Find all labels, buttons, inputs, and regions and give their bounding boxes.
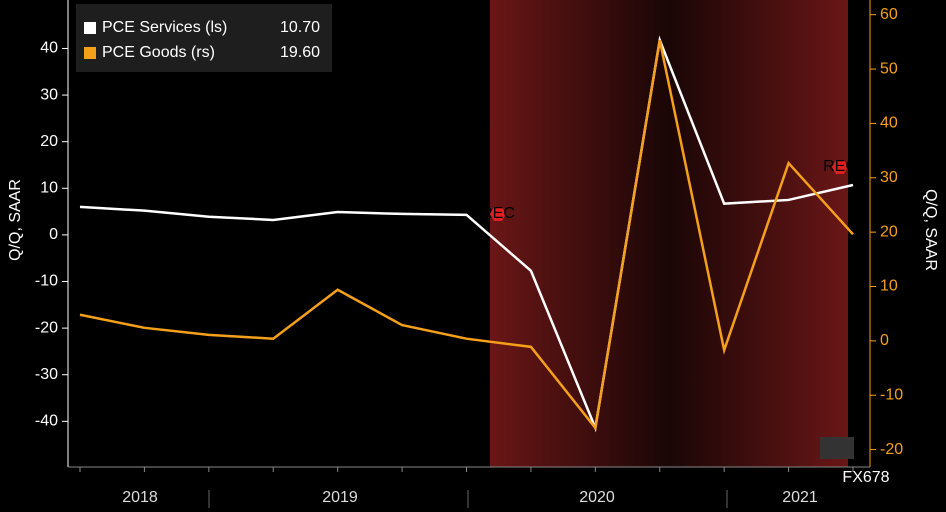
series-line — [79, 35, 854, 433]
y-tick-label: 0 — [49, 226, 58, 243]
legend-value: 10.70 — [280, 19, 320, 36]
watermark: FX678 — [842, 469, 889, 486]
y2-tick-label: 50 — [880, 60, 898, 77]
x-year-label: 2021 — [782, 489, 818, 506]
rec-marker — [490, 207, 506, 221]
y2-tick-label: 30 — [880, 169, 898, 186]
y-tick-label: 40 — [40, 40, 58, 57]
y-tick-label: -20 — [35, 319, 58, 336]
y2-tick-label: 60 — [880, 6, 898, 23]
y2-tick-label: -10 — [880, 386, 903, 403]
legend-swatch — [84, 22, 96, 34]
series-line — [79, 39, 854, 431]
y2-tick-label: 10 — [880, 278, 898, 295]
legend-value: 19.60 — [280, 44, 320, 61]
y2-tick-label: 40 — [880, 115, 898, 132]
y2-tick-label: 20 — [880, 223, 898, 240]
y2-axis-title: Q/Q, SAAR — [922, 189, 939, 271]
y-axis-title: Q/Q, SAAR — [7, 179, 24, 261]
y-tick-label: -10 — [35, 273, 58, 290]
legend-box — [76, 4, 332, 72]
legend-label: PCE Goods (rs) — [102, 44, 215, 61]
x-year-label: 2020 — [579, 489, 615, 506]
legend-label: PCE Services (ls) — [102, 19, 227, 36]
y2-tick-label: -20 — [880, 441, 903, 458]
rec-label: REC — [481, 205, 515, 222]
y-tick-label: 10 — [40, 180, 58, 197]
rec-label: REC — [823, 158, 857, 175]
y-tick-label: -40 — [35, 413, 58, 430]
x-year-label: 2019 — [322, 489, 358, 506]
y2-tick-label: 0 — [880, 332, 889, 349]
y-tick-label: 30 — [40, 86, 58, 103]
y-tick-label: 20 — [40, 133, 58, 150]
y-tick-label: -30 — [35, 366, 58, 383]
legend-swatch — [84, 47, 96, 59]
recession-shade — [490, 0, 848, 467]
chart-icon — [820, 437, 854, 459]
x-year-label: 2018 — [122, 489, 158, 506]
rec-marker — [832, 160, 848, 174]
